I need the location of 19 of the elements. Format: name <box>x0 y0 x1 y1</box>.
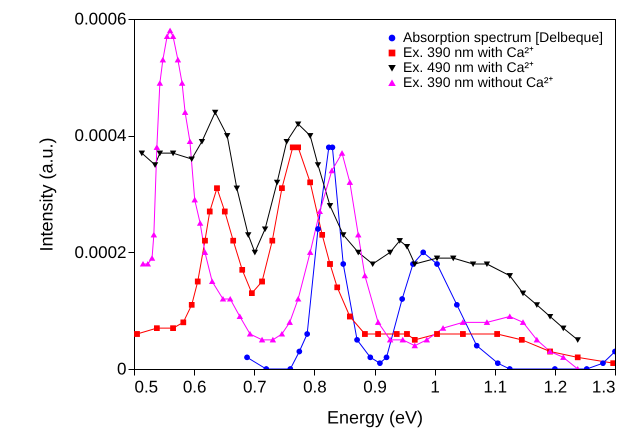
y-tick-label: 0 <box>117 360 126 378</box>
legend-label: Ex. 490 nm with Ca²⁺ <box>403 59 534 75</box>
x-tick-label: 0.6 <box>182 378 206 396</box>
y-tick-label: 0.0002 <box>74 242 126 262</box>
legend-label: Ex. 390 nm without Ca²⁺ <box>403 74 554 90</box>
y-tick-label: 0.0006 <box>74 10 126 28</box>
x-tick-label: 1 <box>430 378 440 396</box>
x-tick-label: 1.2 <box>544 378 568 396</box>
x-tick-label: 0.7 <box>242 378 267 396</box>
legend-label: Absorption spectrum [Delbeque] <box>403 29 603 45</box>
y-axis-title: Intensity (a.u.) <box>36 137 57 252</box>
x-axis-title: Energy (eV) <box>326 408 424 428</box>
x-tick-label: 0.9 <box>363 378 387 396</box>
x-tick-label: 1.3 <box>592 378 616 396</box>
x-tick-label: 0.8 <box>303 378 327 396</box>
y-tick-label: 0.0004 <box>74 126 126 146</box>
x-tick-label: 1.1 <box>483 378 508 396</box>
legend-label: Ex. 390 nm with Ca²⁺ <box>403 44 534 60</box>
x-tick-label: 0.5 <box>134 378 158 396</box>
